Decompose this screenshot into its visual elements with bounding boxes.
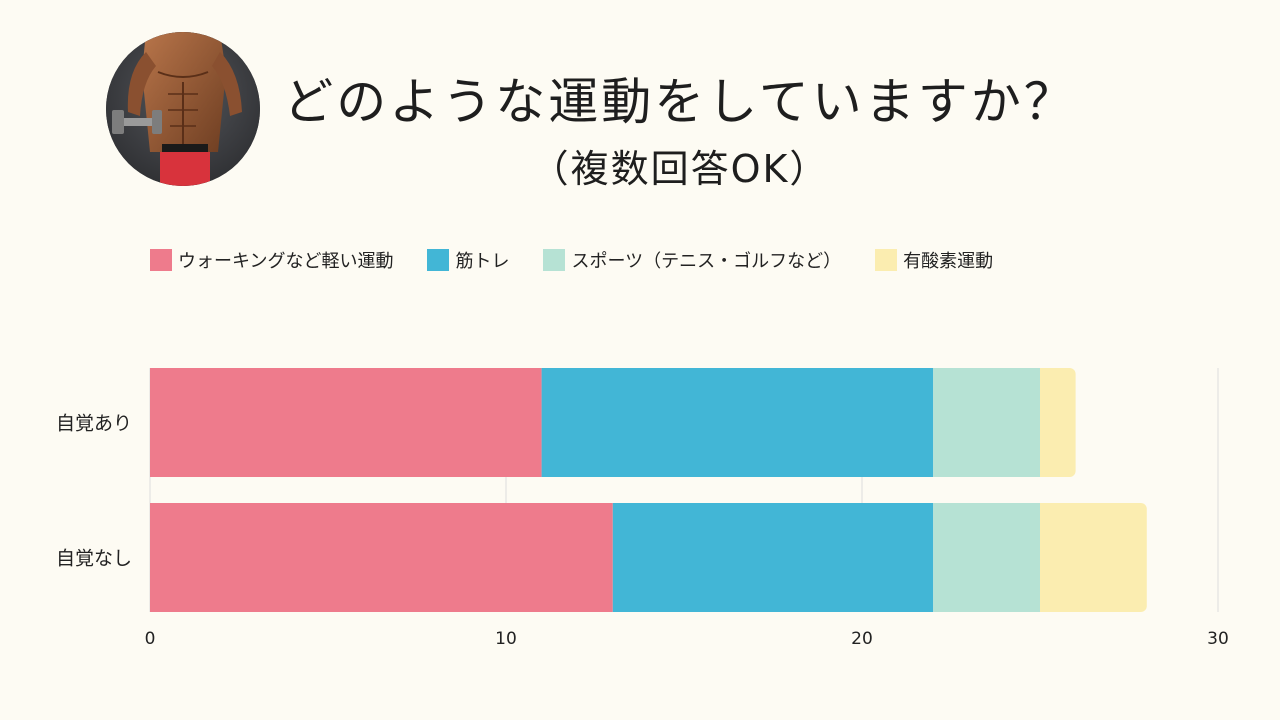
chart-legend: ウォーキングなど軽い運動 筋トレ スポーツ（テニス・ゴルフなど） 有酸素運動 <box>150 246 1027 274</box>
category-label: 自覚なし <box>56 548 132 570</box>
legend-item-strength: 筋トレ <box>427 247 509 273</box>
legend-label: ウォーキングなど軽い運動 <box>178 251 394 272</box>
legend-label: スポーツ（テニス・ゴルフなど） <box>571 251 842 272</box>
legend-item-aerobic: 有酸素運動 <box>875 247 993 273</box>
x-tick-label: 0 <box>145 629 156 649</box>
header-photo-avatar <box>106 32 260 186</box>
x-tick-label: 10 <box>495 629 517 649</box>
bar-segment <box>1040 503 1147 612</box>
muscular-man-dumbbell-image <box>106 32 260 186</box>
legend-swatch <box>875 249 898 271</box>
page-subtitle: （複数回答OK） <box>530 147 830 191</box>
legend-item-sports: スポーツ（テニス・ゴルフなど） <box>543 247 841 273</box>
bar-segment-edge <box>1040 503 1048 612</box>
legend-label: 有酸素運動 <box>903 251 994 272</box>
legend-item-walking: ウォーキングなど軽い運動 <box>150 247 393 273</box>
bar-segment-edge <box>1040 368 1048 477</box>
bar-segment <box>1040 368 1076 477</box>
bar-segment <box>150 368 542 477</box>
legend-swatch <box>150 249 172 271</box>
bar-segment <box>933 368 1040 477</box>
bar-segment <box>150 503 613 612</box>
x-tick-label: 30 <box>1207 629 1229 649</box>
legend-swatch <box>543 249 566 271</box>
legend-label: 筋トレ <box>455 251 510 272</box>
bar-segment <box>541 368 934 477</box>
page-title: どのような運動をしていますか？ <box>283 73 1077 131</box>
category-label: 自覚あり <box>56 413 132 435</box>
x-tick-label: 20 <box>851 629 873 649</box>
bar-segment <box>612 503 934 612</box>
bar-segment <box>933 503 1040 612</box>
legend-swatch <box>427 249 450 271</box>
